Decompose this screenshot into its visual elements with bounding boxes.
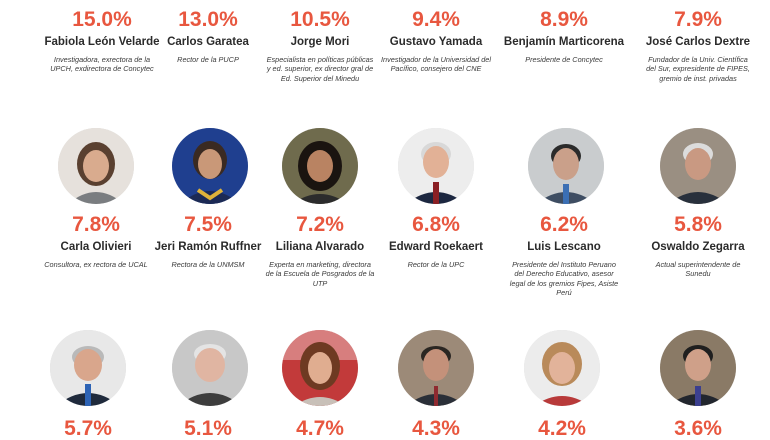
candidate-description: Consultora, ex rectora de UCAL	[44, 260, 148, 269]
vote-percentage: 4.3%	[412, 417, 460, 440]
candidate-card: 13.0% Carlos Garatea Rector de la PUCP	[144, 8, 272, 65]
candidate-photo	[172, 330, 248, 406]
vote-percentage: 4.7%	[296, 417, 344, 440]
vote-percentage: 15.0%	[72, 8, 132, 31]
candidate-card: 5.8% Oswaldo Zegarra Actual superintende…	[634, 214, 762, 279]
candidate-photo	[528, 128, 604, 204]
vote-percentage: 5.7%	[64, 417, 112, 440]
candidate-card: 7.9% José Carlos Dextre Fundador de la U…	[634, 9, 762, 83]
candidate-description: Presidente del Instituto Peruano del Der…	[509, 260, 619, 297]
candidate-card: 7.8% Carla Olivieri Consultora, ex recto…	[32, 213, 160, 270]
candidate-description: Rectora de la UNMSM	[171, 260, 245, 269]
candidate-name: Carla Olivieri	[60, 241, 132, 253]
candidate-name: Jorge Mori	[290, 36, 350, 48]
candidate-description: Investigador de la Universidad del Pacíf…	[381, 55, 491, 74]
candidate-photo	[282, 128, 358, 204]
candidate-photo	[660, 330, 736, 406]
candidate-name: Oswaldo Zegarra	[651, 241, 745, 253]
vote-percentage: 6.2%	[540, 213, 588, 236]
vote-percentage: 5.8%	[674, 213, 722, 236]
candidate-photo	[50, 330, 126, 406]
candidate-description: Experta en marketing, directora de la Es…	[265, 260, 375, 288]
vote-percentage: 7.5%	[184, 213, 232, 236]
candidate-photo	[660, 128, 736, 204]
candidate-name: Jeri Ramón Ruffner	[154, 241, 262, 253]
candidate-name: Carlos Garatea	[167, 36, 249, 48]
vote-percentage: 4.2%	[538, 417, 586, 440]
candidate-description: Rector de la PUCP	[177, 55, 239, 64]
vote-percentage: 6.8%	[412, 213, 460, 236]
vote-percentage: 7.2%	[296, 213, 344, 236]
candidate-photo	[172, 128, 248, 204]
candidate-description: Rector de la UPC	[407, 260, 465, 269]
candidate-description: Especialista en políticas públicas y ed.…	[266, 55, 374, 83]
candidate-card: 6.8% Edward Roekaert Rector de la UPC	[372, 213, 500, 270]
candidate-card: 9.4% Gustavo Yamada Investigador de la U…	[372, 9, 500, 74]
candidate-description: Fundador de la Univ. Científica del Sur,…	[646, 55, 750, 83]
candidate-photo	[58, 128, 134, 204]
candidate-name: Gustavo Yamada	[389, 36, 483, 48]
candidate-description: Investigadora, exrectora de la UPCH, exd…	[50, 55, 154, 74]
vote-percentage: 9.4%	[412, 8, 460, 31]
vote-percentage: 7.9%	[674, 8, 722, 31]
candidate-name: Fabiola León Velarde	[44, 36, 160, 48]
candidate-description: Presidente de Concytec	[525, 55, 603, 64]
candidate-photo	[398, 128, 474, 204]
vote-percentage: 10.5%	[290, 8, 350, 31]
candidate-name: Edward Roekaert	[389, 241, 483, 253]
candidate-photo	[524, 330, 600, 406]
candidate-description: Actual superintendente de Sunedu	[655, 260, 741, 279]
candidate-name: Benjamín Marticorena	[503, 36, 625, 48]
candidate-name: Liliana Alvarado	[275, 241, 365, 253]
candidate-photo	[398, 330, 474, 406]
candidate-card: 8.9% Benjamín Marticorena Presidente de …	[500, 8, 628, 65]
candidate-card: 7.5% Jeri Ramón Ruffner Rectora de la UN…	[144, 213, 272, 270]
vote-percentage: 7.8%	[72, 213, 120, 236]
candidate-name: José Carlos Dextre	[645, 36, 751, 48]
candidate-card: 6.2% Luis Lescano Presidente del Institu…	[500, 214, 628, 297]
vote-percentage: 13.0%	[178, 8, 238, 31]
candidate-name: Luis Lescano	[527, 241, 601, 253]
candidate-card: 15.0% Fabiola León Velarde Investigadora…	[38, 9, 166, 74]
candidate-card: 10.5% Jorge Mori Especialista en polític…	[256, 9, 384, 83]
vote-percentage: 3.6%	[674, 417, 722, 440]
vote-percentage: 5.1%	[184, 417, 232, 440]
vote-percentage: 8.9%	[540, 8, 588, 31]
candidate-photo	[282, 330, 358, 406]
candidate-card: 7.2% Liliana Alvarado Experta en marketi…	[256, 214, 384, 288]
